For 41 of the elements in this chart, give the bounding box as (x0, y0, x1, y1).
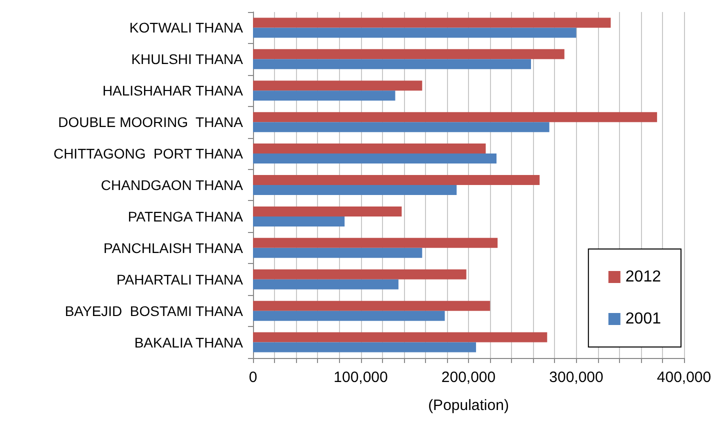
bar (253, 122, 550, 132)
bar (253, 238, 498, 248)
bar (253, 206, 402, 216)
bar (253, 342, 476, 352)
legend-label: 2012 (625, 268, 662, 286)
bar (253, 154, 497, 164)
x-tick-label: 200,000 (441, 369, 496, 386)
bar (253, 80, 422, 91)
x-tick-label: 100,000 (334, 369, 388, 386)
y-tick-label: KOTWALI THANA (129, 20, 244, 36)
bar (253, 216, 345, 226)
y-tick-label: HALISHAHAR THANA (102, 82, 244, 99)
bar (253, 269, 466, 280)
bar (253, 59, 531, 70)
y-tick-label: BAKALIA THANA (134, 334, 244, 350)
bar (253, 248, 422, 258)
x-tick-label: 0 (248, 369, 258, 386)
bar (253, 49, 564, 60)
y-tick-label: KHULSHI THANA (131, 51, 244, 68)
bar (253, 112, 658, 122)
legend-label: 2001 (625, 310, 662, 328)
bar (253, 18, 611, 28)
y-tick-label: PANCHLAISH THANA (103, 240, 244, 256)
x-axis-title: (Population) (428, 397, 509, 414)
x-tick-label: 400,000 (656, 369, 712, 386)
bar (253, 28, 576, 38)
bar (253, 144, 486, 154)
bar (253, 332, 548, 342)
x-tick-label: 300,000 (549, 369, 604, 386)
bar (253, 185, 457, 195)
bar (253, 175, 540, 185)
y-tick-label: PAHARTALI THANA (116, 271, 244, 288)
y-tick-label: PATENGA THANA (128, 208, 244, 224)
y-tick-label: CHANDGAON THANA (100, 177, 244, 193)
bar (253, 310, 445, 321)
bar (253, 279, 398, 290)
bar (253, 90, 396, 101)
y-tick-label: CHITTAGONG PORT THANA (53, 146, 244, 162)
bar (253, 300, 490, 311)
y-tick-label: BAYEJID BOSTAMI THANA (64, 302, 244, 319)
y-tick-label: DOUBLE MOORING THANA (58, 114, 244, 130)
